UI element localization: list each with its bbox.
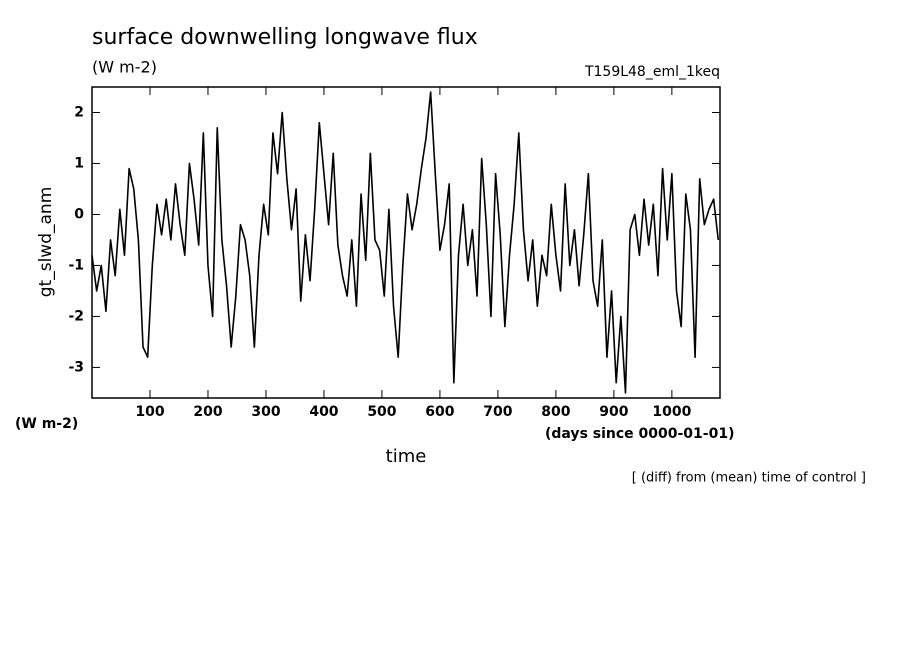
- x-axis-label: time: [386, 446, 427, 467]
- y-tick-label: 2: [74, 104, 84, 120]
- y-tick-label: -1: [68, 257, 84, 273]
- y-units: (W m-2): [15, 416, 78, 432]
- y-tick-label: -3: [68, 359, 84, 375]
- x-units: (days since 0000-01-01): [545, 426, 735, 442]
- x-tick-label: 900: [599, 404, 628, 420]
- y-axis-label: gt_slwd_anm: [36, 187, 56, 297]
- x-tick-label: 600: [425, 404, 454, 420]
- x-tick-label: 200: [193, 404, 222, 420]
- y-tick-label: -2: [68, 308, 84, 324]
- x-tick-label: 700: [483, 404, 512, 420]
- x-tick-label: 400: [309, 404, 338, 420]
- x-tick-label: 300: [251, 404, 280, 420]
- x-tick-label: 100: [135, 404, 164, 420]
- x-tick-label: 1000: [652, 404, 691, 420]
- y-tick-label: 0: [74, 206, 84, 222]
- plot-frame: [91, 86, 721, 399]
- y-tick-label: 1: [74, 155, 84, 171]
- note: [ (diff) from (mean) time of control ]: [632, 471, 866, 486]
- chart-title: surface downwelling longwave flux: [92, 25, 478, 50]
- x-tick-label: 800: [541, 404, 570, 420]
- units: (W m-2): [92, 58, 157, 77]
- data-line: [91, 91, 720, 394]
- run-label: T159L48_eml_1keq: [584, 64, 720, 80]
- x-tick-label: 500: [367, 404, 396, 420]
